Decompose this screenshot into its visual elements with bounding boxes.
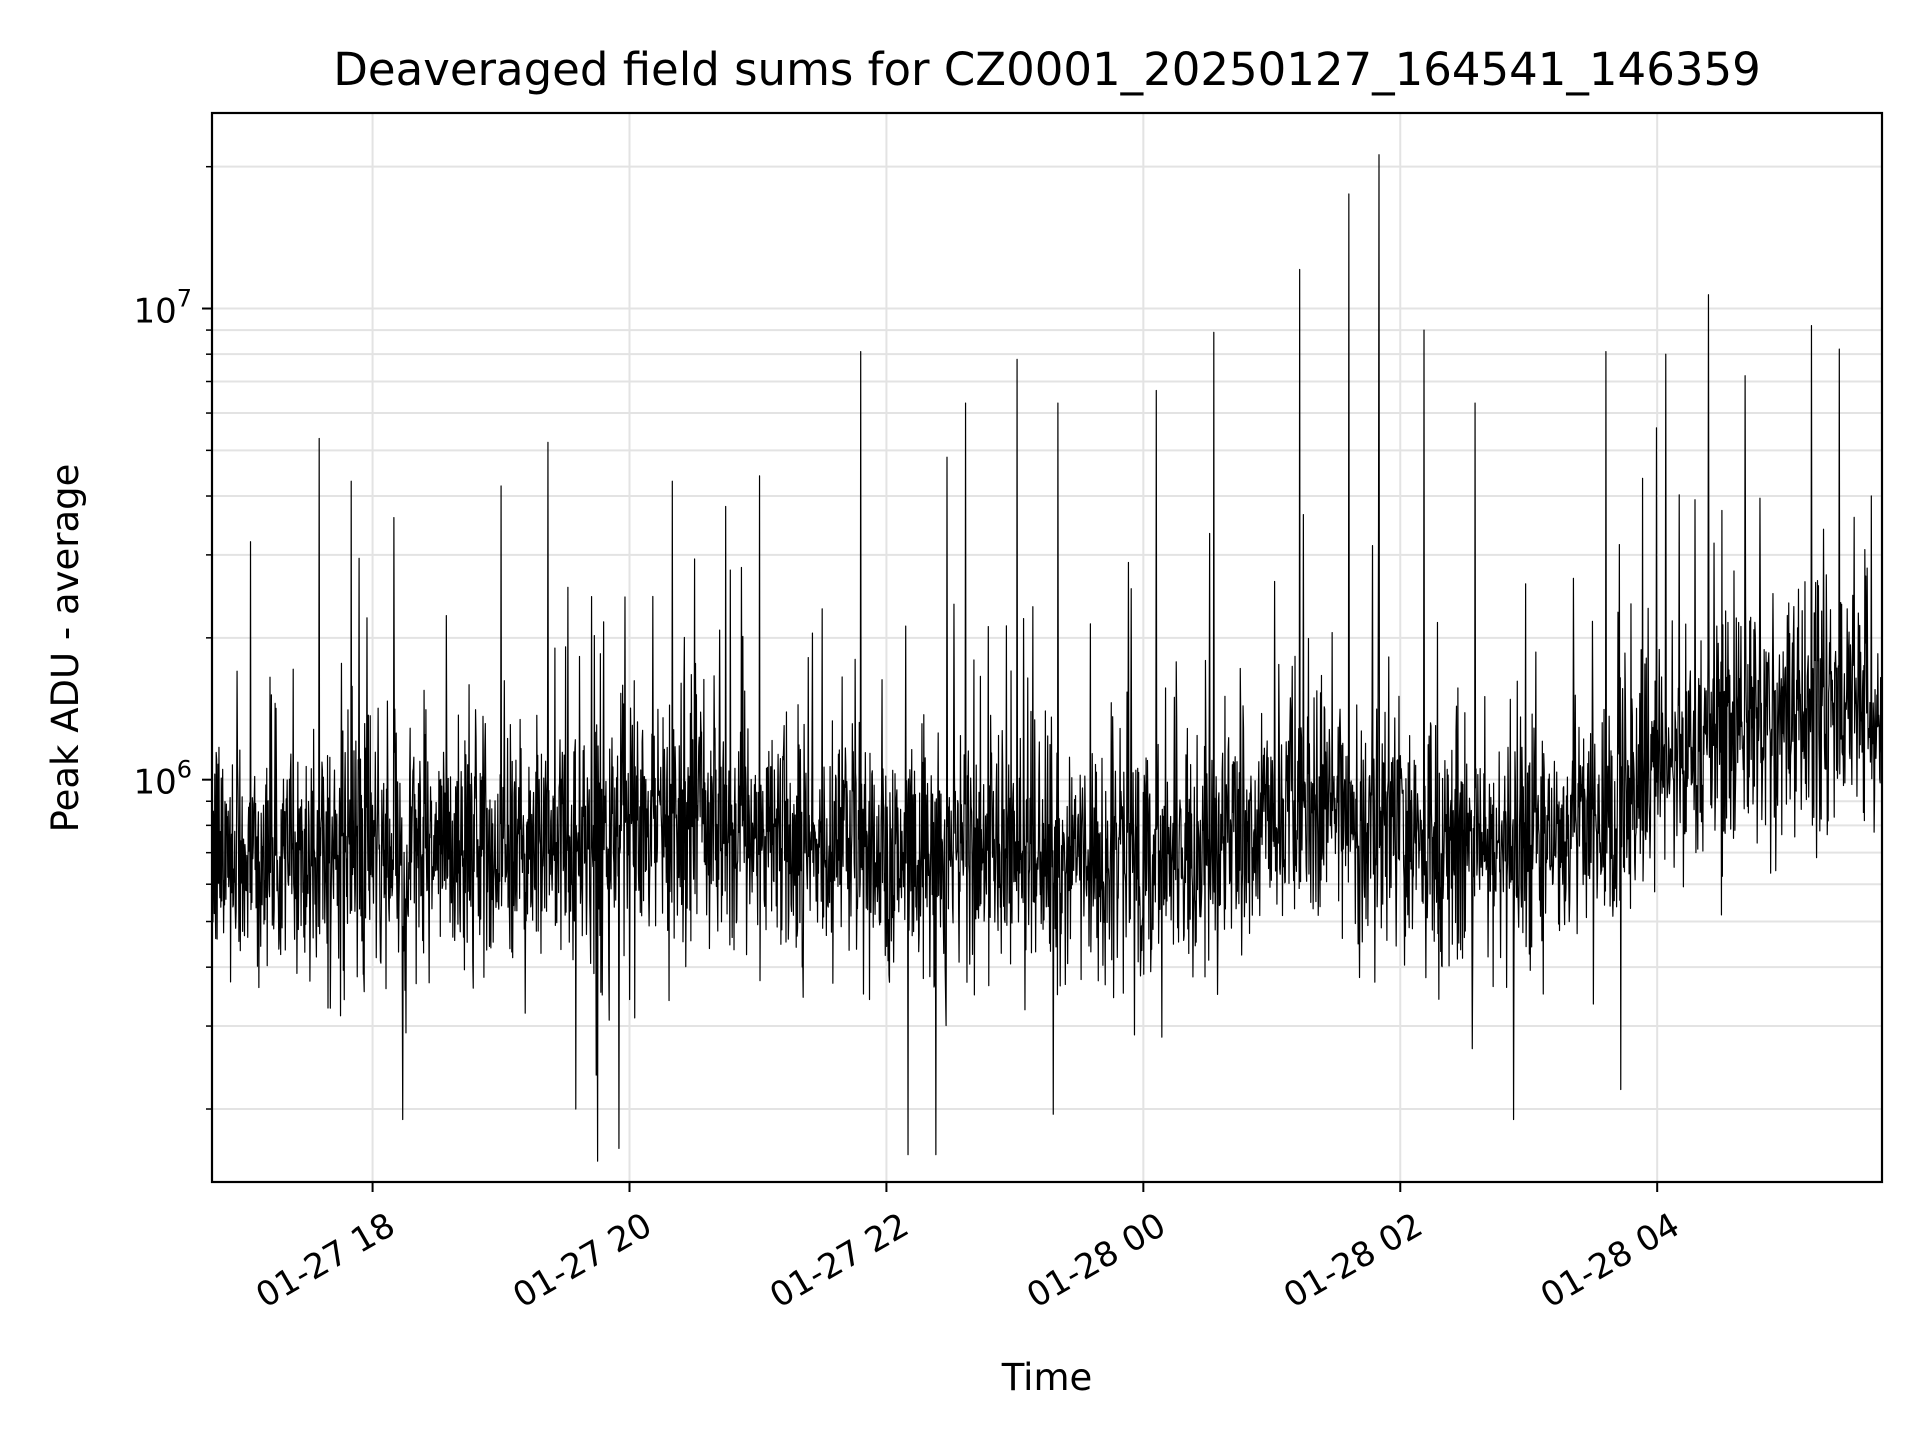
series-line <box>211 154 1883 1162</box>
x-tick-label: 01-27 18 <box>249 1205 401 1316</box>
plot-frame <box>210 111 1884 1184</box>
y-axis-label: Peak ADU - average <box>44 464 87 833</box>
x-tick-label: 01-28 04 <box>1534 1205 1686 1316</box>
x-tick-label: 01-27 20 <box>506 1205 658 1316</box>
x-tick-label: 01-28 00 <box>1020 1205 1172 1316</box>
y-tick-label: 107 <box>133 285 192 332</box>
x-tick-label: 01-27 22 <box>763 1205 915 1316</box>
x-axis-label: Time <box>1001 1356 1093 1399</box>
x-tick-label: 01-28 02 <box>1277 1205 1429 1316</box>
y-tick-label: 106 <box>133 756 192 803</box>
y-axis-ticks: 106 107 <box>133 165 212 1110</box>
data-series <box>211 154 1883 1162</box>
x-axis-ticks: 01-27 18 01-27 20 01-27 22 01-28 00 01-28 02… <box>249 1182 1686 1316</box>
chart-title: Deaveraged field sums for CZ0001_2025012… <box>333 43 1760 96</box>
